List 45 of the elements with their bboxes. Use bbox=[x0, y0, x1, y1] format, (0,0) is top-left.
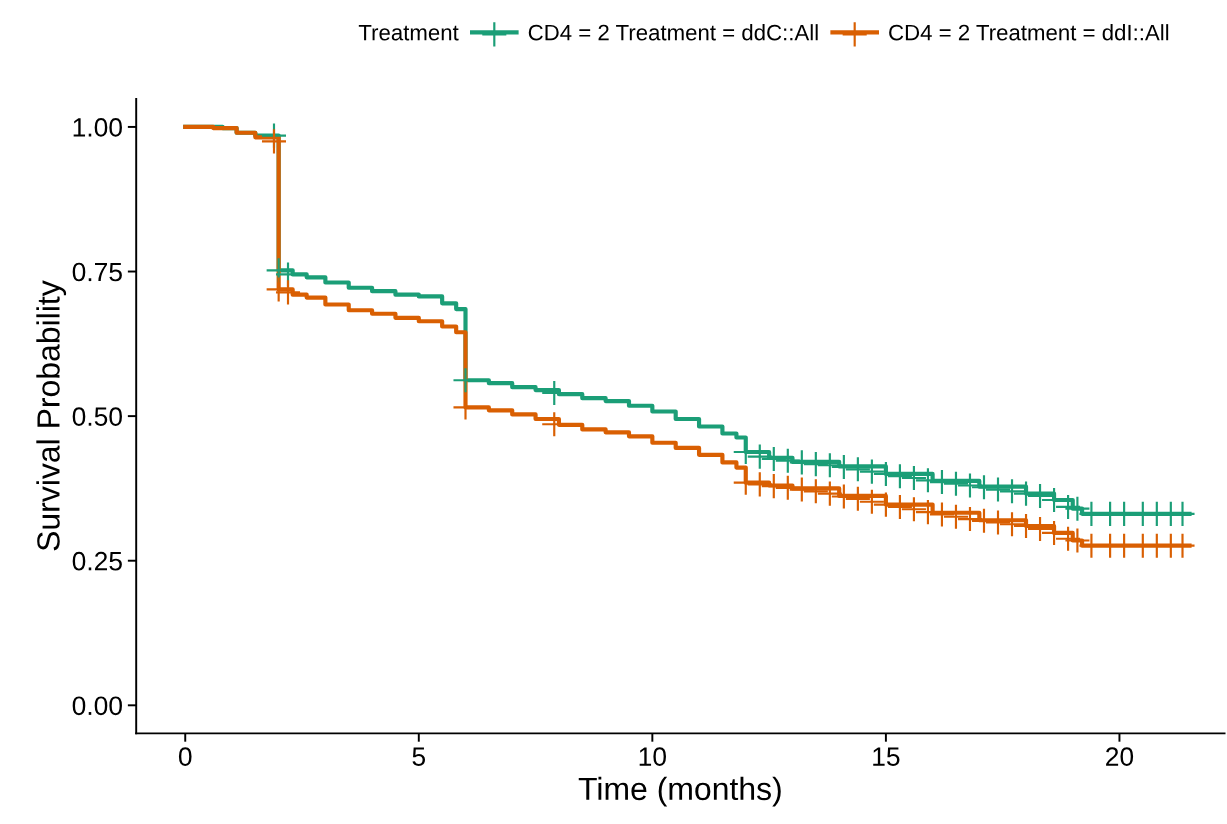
y-tick-label: 0.75 bbox=[72, 262, 122, 282]
x-axis-title: Time (months) bbox=[578, 776, 781, 807]
legend-label: CD4 = 2 Treatment = ddC::All bbox=[528, 24, 818, 41]
point bbox=[845, 486, 870, 511]
point bbox=[275, 280, 301, 305]
point bbox=[929, 502, 954, 527]
point bbox=[999, 512, 1025, 537]
point bbox=[887, 494, 912, 519]
point bbox=[803, 479, 828, 504]
y-tick-label: 0.00 bbox=[72, 696, 122, 716]
x-tick-label: 15 bbox=[873, 747, 900, 766]
point bbox=[1028, 483, 1053, 508]
point bbox=[1028, 516, 1053, 541]
point bbox=[747, 444, 772, 469]
point bbox=[943, 504, 968, 529]
point bbox=[957, 507, 982, 532]
point bbox=[789, 477, 814, 502]
point bbox=[999, 479, 1025, 504]
x-tick-label: 10 bbox=[639, 747, 666, 766]
point bbox=[901, 497, 926, 522]
point bbox=[859, 489, 884, 514]
point bbox=[817, 481, 842, 506]
legend-title: Treatment bbox=[358, 24, 459, 41]
point bbox=[901, 465, 926, 491]
point bbox=[985, 510, 1011, 535]
y-tick-label: 0.50 bbox=[72, 407, 122, 426]
point bbox=[887, 464, 912, 489]
y-axis-title: Survival Probability bbox=[36, 280, 67, 551]
point bbox=[1065, 496, 1090, 521]
point bbox=[985, 477, 1011, 502]
point bbox=[1065, 528, 1090, 553]
y-tick-label: 0.25 bbox=[72, 551, 122, 571]
legend-label: CD4 = 2 Treatment = ddI::All bbox=[889, 24, 1169, 41]
x-tick-label: 5 bbox=[412, 747, 426, 766]
x-tick-label: 20 bbox=[1106, 747, 1134, 766]
point bbox=[817, 453, 842, 478]
point bbox=[261, 129, 287, 154]
point bbox=[747, 472, 772, 497]
y-tick-label: 1.00 bbox=[73, 118, 122, 137]
x-tick-label: 0 bbox=[178, 747, 192, 766]
point bbox=[957, 473, 982, 498]
point bbox=[859, 459, 884, 484]
point bbox=[845, 457, 870, 482]
point bbox=[971, 475, 997, 500]
point bbox=[761, 446, 786, 471]
